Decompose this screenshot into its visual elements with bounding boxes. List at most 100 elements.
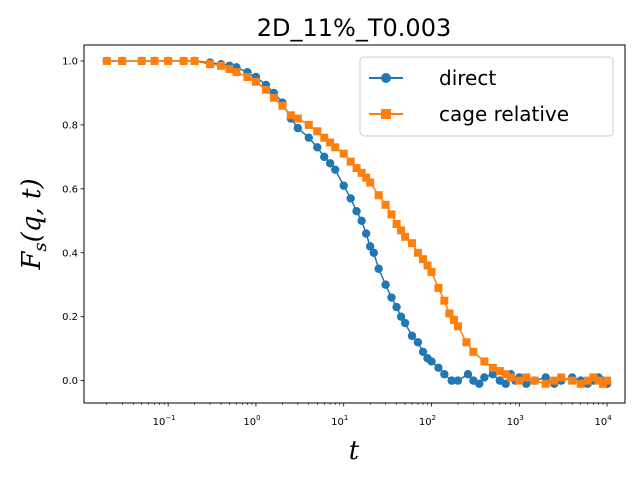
data-point (423, 261, 432, 270)
data-point (346, 157, 355, 166)
data-point (501, 379, 510, 389)
data-point (522, 373, 531, 382)
data-point (339, 181, 348, 190)
data-point (102, 56, 111, 65)
data-point (541, 379, 550, 388)
x-tick-label: 10−1 (153, 414, 176, 428)
data-point (541, 373, 550, 382)
data-point (463, 370, 473, 379)
data-point (440, 296, 449, 305)
data-point (453, 376, 463, 385)
data-point (286, 111, 295, 120)
data-point (352, 164, 361, 173)
data-point (550, 376, 559, 385)
data-point (427, 357, 436, 366)
x-tick-label: 101 (331, 414, 348, 428)
data-point (427, 267, 436, 276)
data-point (445, 309, 454, 318)
data-point (413, 248, 422, 257)
data-point (381, 280, 390, 289)
data-point (243, 72, 252, 81)
x-tick-label: 100 (243, 414, 260, 428)
data-point (269, 93, 278, 102)
data-point (506, 373, 515, 382)
y-tick-label: 1.0 (62, 56, 78, 67)
data-point (522, 379, 531, 389)
data-point (407, 331, 417, 341)
legend: direct cage relative (359, 56, 614, 137)
data-point (434, 363, 443, 373)
data-point (594, 376, 603, 385)
y-tick-label: 0.6 (62, 184, 78, 195)
data-point (357, 168, 366, 177)
data-point (583, 376, 592, 385)
data-point (449, 315, 458, 324)
data-point (599, 379, 608, 388)
data-point (488, 363, 497, 372)
data-point (469, 347, 478, 356)
data-point (118, 56, 127, 65)
data-point (304, 133, 313, 142)
data-point (164, 56, 173, 65)
data-point (365, 242, 375, 251)
data-point (475, 379, 484, 389)
data-point (374, 191, 383, 200)
chart-title: 2D_11%_T0.003 (257, 14, 451, 42)
data-point (381, 200, 390, 209)
data-point (392, 220, 401, 228)
data-point (331, 143, 340, 152)
data-point (346, 194, 355, 203)
data-point (480, 357, 489, 366)
data-point (357, 216, 366, 226)
data-point (501, 370, 510, 379)
legend-label: direct (439, 66, 496, 90)
data-point (408, 239, 417, 248)
data-point (434, 283, 443, 292)
data-point (576, 379, 585, 388)
data-point (387, 293, 396, 302)
data-point (589, 373, 598, 382)
data-point (361, 229, 371, 238)
data-point (331, 165, 340, 174)
data-point (447, 376, 456, 385)
legend-marker (381, 73, 391, 83)
legend-entry: direct (369, 66, 496, 90)
data-point (495, 367, 504, 376)
axes-frame (83, 44, 626, 404)
data-point (320, 133, 329, 142)
data-point (293, 114, 302, 123)
data-point (320, 152, 329, 162)
data-point (225, 64, 234, 73)
data-point (313, 127, 322, 136)
data-point (400, 318, 410, 328)
data-point (413, 338, 423, 347)
data-point (387, 210, 396, 219)
y-axis-label: Fs(q, t) (17, 178, 51, 270)
legend-marker (381, 109, 391, 119)
data-point (232, 68, 241, 77)
data-point (293, 123, 303, 133)
data-point (251, 77, 260, 86)
data-point (462, 338, 471, 347)
data-point (419, 255, 428, 264)
data-point (530, 376, 539, 385)
data-point (453, 322, 462, 331)
data-point (369, 248, 378, 257)
data-point (313, 143, 322, 152)
series-cage-relative (102, 56, 612, 388)
data-point (374, 264, 383, 273)
legend-label: cage relative (439, 102, 569, 126)
data-point (190, 56, 199, 65)
legend-box (359, 56, 614, 137)
data-point (418, 347, 428, 357)
data-point (396, 312, 406, 321)
data-point (352, 207, 361, 216)
data-point (392, 302, 401, 312)
axis-ticks: 0.0 0.2 0.4 0.6 0.8 1.0 10−1 100 101 102 103 104 (62, 56, 612, 428)
data-point (397, 226, 406, 235)
data-point (603, 376, 612, 385)
y-tick-label: 0.8 (62, 120, 78, 131)
data-point (150, 56, 159, 65)
data-point (261, 85, 270, 94)
